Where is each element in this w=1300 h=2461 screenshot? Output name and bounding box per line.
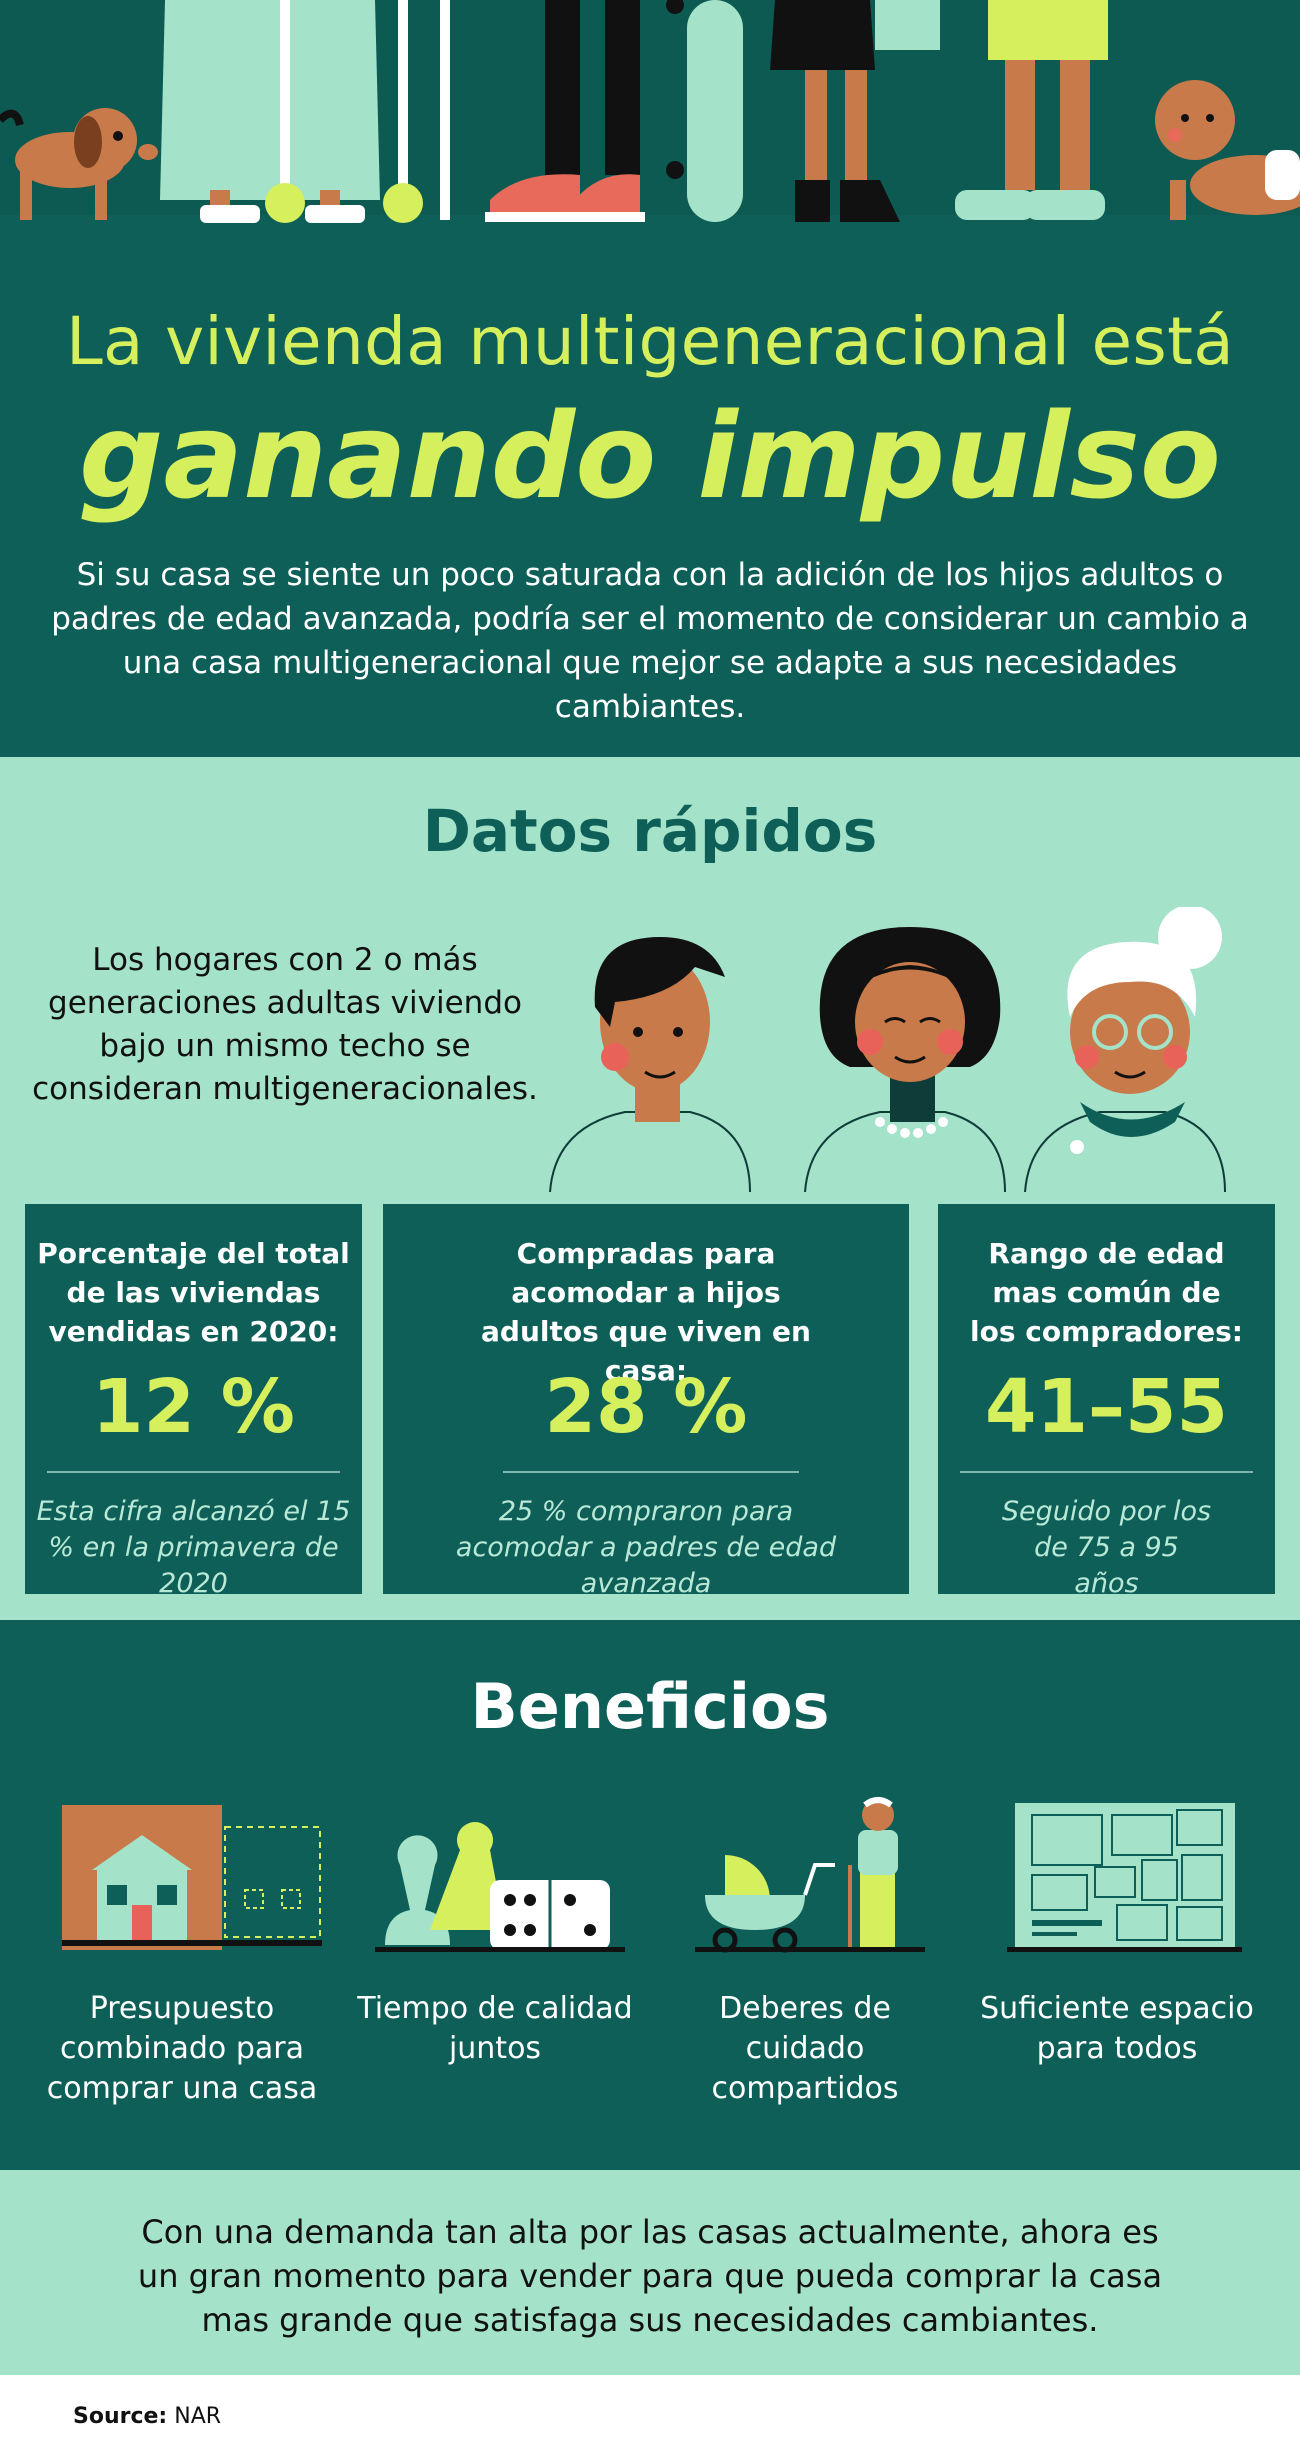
three-generations-faces-icon xyxy=(549,907,1226,1192)
caregiver-icon xyxy=(695,1797,925,1953)
benefit-label: Suficiente espacio para todos xyxy=(980,1991,1254,2066)
benefit-item-quality-time: Tiempo de calidad juntos xyxy=(345,1795,645,2069)
title-line-1: La vivienda multigeneracional está xyxy=(65,303,1235,380)
benefit-label: Tiempo de calidad juntos xyxy=(357,1991,633,2066)
title-line-2: ganando impulso xyxy=(79,387,1221,525)
source-line: Source: NAR xyxy=(73,2404,221,2429)
divider xyxy=(503,1471,799,1473)
floor-plan-icon xyxy=(1007,1803,1242,1952)
divider xyxy=(47,1471,340,1473)
baby-icon xyxy=(1155,80,1300,220)
sneakers-icon xyxy=(485,0,645,222)
benefit-item-space: Suficiente espacio para todos xyxy=(967,1795,1267,2069)
benefit-label: Deberes de cuidado compartidos xyxy=(711,1991,899,2106)
multigenerational-definition: Los hogares con 2 o más generaciones adu… xyxy=(32,942,538,1107)
fact-card-value: 12 % xyxy=(92,1364,295,1450)
benefit-item-budget: Presupuesto combinado para comprar una c… xyxy=(32,1795,332,2109)
source-label: Source: xyxy=(73,2404,168,2429)
fact-card-heading: Rango de edad mas común de los comprador… xyxy=(970,1237,1243,1348)
walker-icon xyxy=(160,0,450,223)
quick-facts-heading: Datos rápidos xyxy=(422,797,878,865)
intro-description: Si su casa se siente un poco saturada co… xyxy=(51,557,1249,725)
intro-section: La vivienda multigeneracional está ganan… xyxy=(0,225,1300,757)
closing-text: Con una demanda tan alta por las casas a… xyxy=(137,2213,1163,2339)
fact-card-1: Porcentaje del total de las viviendas ve… xyxy=(25,1204,362,1599)
benefits-heading: Beneficios xyxy=(470,1670,830,1743)
skateboard-icon xyxy=(666,0,743,222)
fact-card-value: 28 % xyxy=(544,1364,748,1450)
fact-card-note: 25 % compraron para acomodar a padres de… xyxy=(455,1496,837,1599)
benefit-label: Presupuesto combinado para comprar una c… xyxy=(46,1991,318,2106)
hero-illustration xyxy=(0,0,1300,225)
fact-card-2: Compradas para acomodar a hijos adultos … xyxy=(383,1204,909,1599)
divider xyxy=(960,1471,1253,1473)
fact-card-heading: Porcentaje del total de las viviendas ve… xyxy=(37,1237,350,1348)
closing-section: Con una demanda tan alta por las casas a… xyxy=(0,2170,1300,2375)
fact-card-note: Esta cifra alcanzó el 15 % en la primave… xyxy=(36,1496,351,1599)
quick-facts-section: Datos rápidos Los hogares con 2 o más ge… xyxy=(0,757,1300,1620)
house-icon xyxy=(62,1805,322,1950)
fact-card-note: Seguido por los de 75 a 95 años xyxy=(1001,1496,1212,1599)
fact-card-3: Rango de edad mas común de los comprador… xyxy=(938,1204,1275,1599)
dog-icon xyxy=(0,108,158,220)
game-pieces-icon xyxy=(375,1822,625,1952)
benefit-item-caregiving: Deberes de cuidado compartidos xyxy=(655,1795,955,2109)
fact-card-value: 41–55 xyxy=(985,1364,1228,1450)
benefits-section: Beneficios Presupuesto combinado para co… xyxy=(0,1620,1300,2170)
source-value: NAR xyxy=(174,2404,222,2429)
fact-card-heading: Compradas para acomodar a hijos adultos … xyxy=(481,1237,811,1387)
